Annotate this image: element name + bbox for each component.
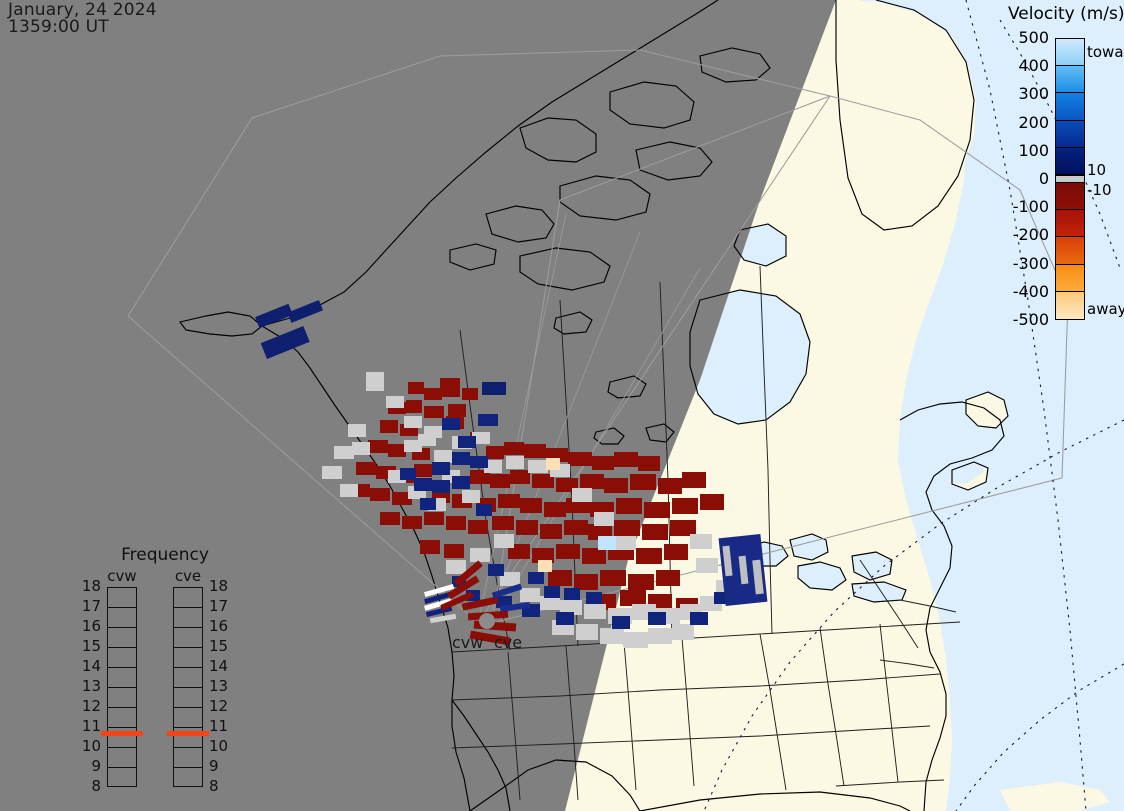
frequency-scale-cvw-13: 13 [81,677,101,695]
velocity-tick-labels: 500 400 300 200 100 0 -100 -200 -300 -400 -500 [990,0,1052,340]
frequency-scale-cve-12: 12 [209,697,229,715]
frequency-scale-cve-11: 11 [209,717,229,735]
frequency-scale-cvw-18: 18 [81,577,101,595]
frequency-scale-cvw-17: 17 [81,597,101,615]
frequency-cell [108,748,136,768]
frequency-marker-cvw [101,730,143,736]
frequency-cell [108,608,136,628]
radar-fov-outline [127,49,1069,624]
velocity-legend-title: Velocity (m/s) [1008,4,1124,24]
velocity-band-150 [1056,120,1084,148]
velocity-band-0 [1056,174,1084,183]
frequency-scale-cve-9: 9 [209,757,219,775]
velocity-band-350 [1056,66,1084,94]
frequency-scale-cve-15: 15 [209,637,229,655]
frequency-cell [174,688,202,708]
frequency-cell [108,668,136,688]
frequency-scale-cvw-14: 14 [81,657,101,675]
velocity-inner-high-label: 10 [1087,161,1107,179]
velocity-band--350 [1056,264,1084,292]
coastlines [179,0,1009,811]
velocity-band--150 [1056,210,1084,238]
velocity-tick-200: 200 [1018,112,1049,132]
frequency-cell [108,728,136,748]
velocity-band-250 [1056,93,1084,121]
frequency-scale-cvw-11: 11 [81,717,101,735]
frequency-scale-cvw-9: 9 [91,757,101,775]
velocity-tick--100: -100 [1012,197,1049,217]
frequency-cell [174,668,202,688]
velocity-tick--200: -200 [1012,225,1049,245]
frequency-cell [174,728,202,748]
velocity-away-label: away [1087,300,1124,318]
velocity-tick--400: -400 [1012,281,1049,301]
frequency-cell [108,588,136,608]
velocity-band-55 [1056,147,1084,175]
velocity-tick-400: 400 [1018,56,1049,76]
frequency-scale-cve-13: 13 [209,677,229,695]
frequency-column-label-cvw: cvw [107,567,137,585]
frequency-cell [174,748,202,768]
velocity-tick-500: 500 [1018,28,1049,47]
velocity-toward-label: toward [1087,43,1124,61]
frequency-cell [108,688,136,708]
velocity-inner-low-label: -10 [1087,181,1112,199]
frequency-cell [174,608,202,628]
frequency-cell [174,708,202,728]
timestamp-date: January, 24 2024 [8,0,157,20]
velocity-band-450 [1056,39,1084,67]
frequency-column-label-cve: cve [174,567,202,585]
velocity-side-labels: toward 10 -10 away [1087,0,1124,340]
frequency-cell [174,768,202,788]
frequency-cell [108,768,136,788]
frequency-scale-cve-18: 18 [209,577,229,595]
velocity-tick-100: 100 [1018,140,1049,160]
velocity-band--450 [1056,291,1084,319]
frequency-bar-cve[interactable] [173,587,203,787]
velocity-tick-300: 300 [1018,84,1049,104]
velocity-tick--500: -500 [1012,310,1049,329]
frequency-scale-cve-16: 16 [209,617,229,635]
frequency-legend: Frequency cvw 18 17 16 15 14 13 12 11 10 9 8 cve 18 17… [82,545,245,794]
velocity-colorbar[interactable] [1055,38,1085,320]
frequency-marker-cve [167,730,209,736]
timestamp-block: January, 24 2024 1359:00 UT [8,2,157,36]
frequency-legend-title: Frequency [121,545,209,565]
frequency-cell [174,628,202,648]
site-label-cve: cve [494,633,523,652]
frequency-scale-cvw-10: 10 [81,737,101,755]
velocity-data-cells [255,299,768,648]
frequency-bar-cvw[interactable] [107,587,137,787]
frequency-scale-cve-17: 17 [209,597,229,615]
frequency-scale-cve-8: 8 [209,777,219,795]
velocity-tick--300: -300 [1012,253,1049,273]
frequency-scale-cve-14: 14 [209,657,229,675]
frequency-cell [174,588,202,608]
velocity-band--250 [1056,237,1084,265]
frequency-scale-cvw-8: 8 [91,777,101,795]
frequency-scale-cvw-15: 15 [81,637,101,655]
velocity-band--55 [1056,182,1084,211]
frequency-scale-cve-10: 10 [209,737,229,755]
frequency-cell [108,648,136,668]
velocity-tick-0: 0 [1038,169,1049,188]
site-label-cvw: cvw [452,633,484,652]
frequency-scale-cvw-16: 16 [81,617,101,635]
frequency-cell [108,708,136,728]
frequency-scale-cvw-12: 12 [81,697,101,715]
timestamp-time: 1359:00 UT [8,17,109,37]
frequency-cell [108,628,136,648]
radar-site-marker [479,613,495,629]
frequency-cell [174,648,202,668]
